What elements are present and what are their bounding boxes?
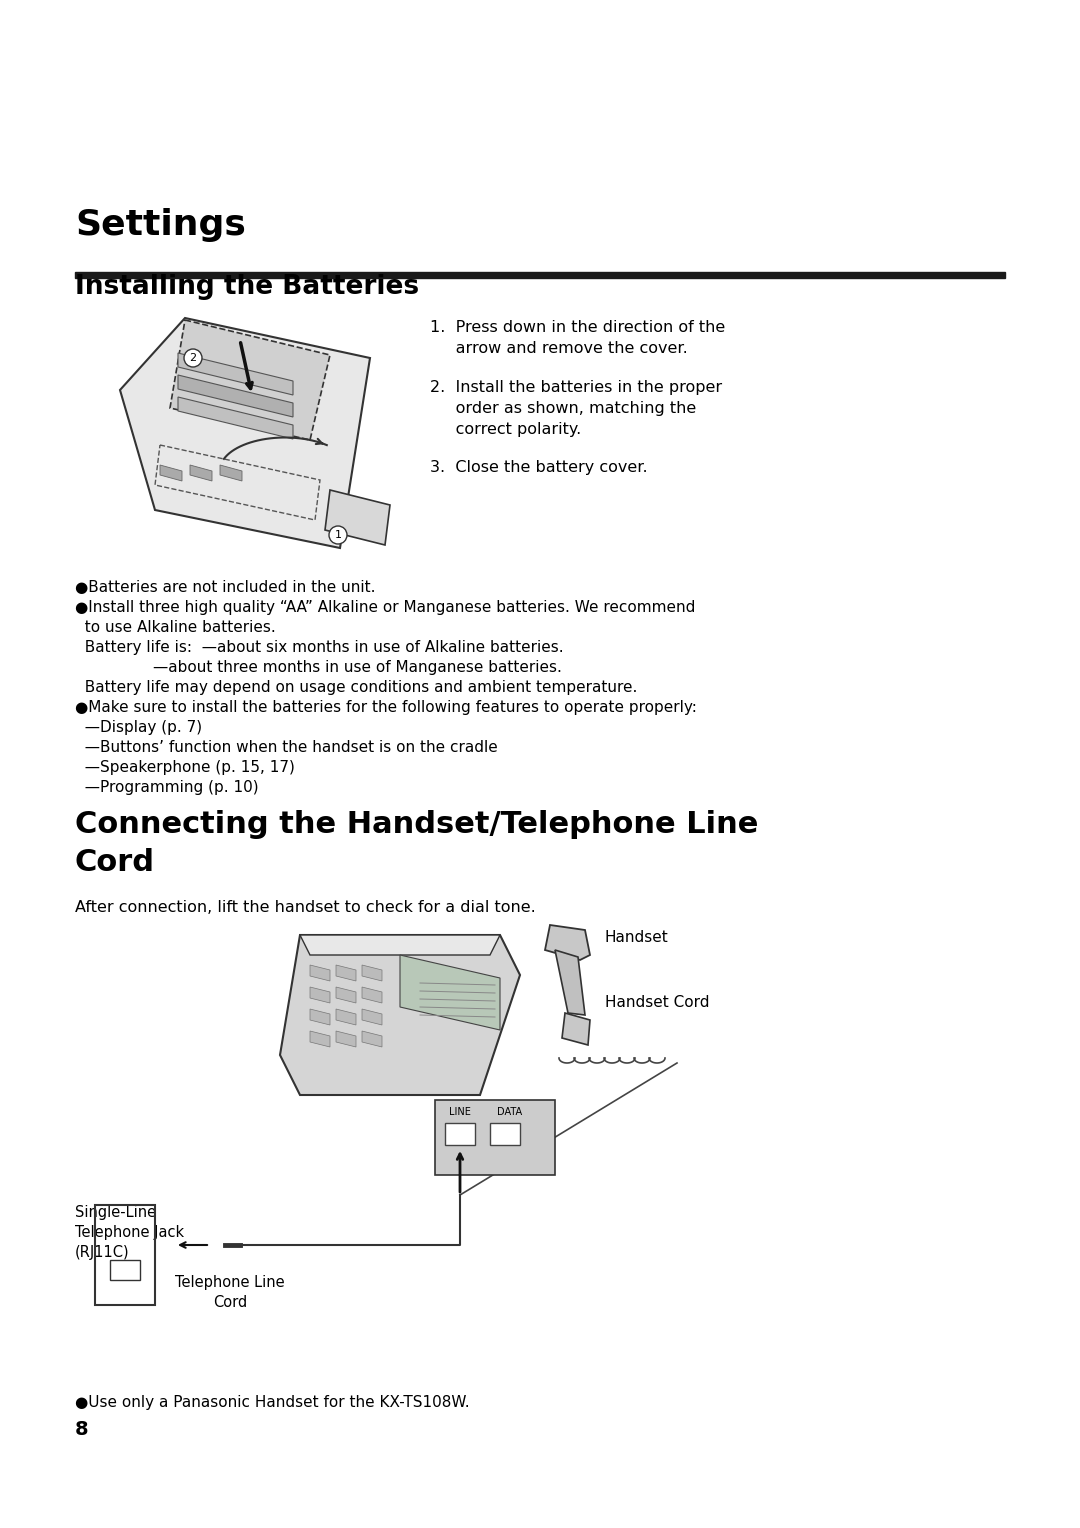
Bar [110,1261,140,1280]
Polygon shape [325,490,390,545]
Polygon shape [190,465,212,481]
Text: 1: 1 [335,530,341,539]
Polygon shape [300,935,500,955]
Polygon shape [555,950,585,1015]
Polygon shape [545,924,590,960]
Bar [490,1123,519,1144]
Text: Connecting the Handset/Telephone Line: Connecting the Handset/Telephone Line [75,810,758,839]
Polygon shape [362,966,382,981]
Bar [445,1123,475,1144]
Bar [435,1100,555,1175]
Text: to use Alkaline batteries.: to use Alkaline batteries. [75,620,275,636]
Polygon shape [120,318,370,549]
Polygon shape [336,1008,356,1025]
Text: Single-Line
Telephone Jack
(RJ11C): Single-Line Telephone Jack (RJ11C) [75,1206,184,1259]
Polygon shape [362,1008,382,1025]
Text: DATA: DATA [498,1106,523,1117]
Text: Cord: Cord [75,848,156,877]
Text: 3.  Close the battery cover.: 3. Close the battery cover. [430,460,648,475]
Polygon shape [362,987,382,1002]
Text: —Programming (p. 10): —Programming (p. 10) [75,779,258,795]
Polygon shape [400,955,500,1030]
Polygon shape [362,1031,382,1047]
Text: Battery life may depend on usage conditions and ambient temperature.: Battery life may depend on usage conditi… [75,680,637,695]
Polygon shape [336,987,356,1002]
Text: Telephone Line
Cord: Telephone Line Cord [175,1274,285,1309]
Polygon shape [310,966,330,981]
Polygon shape [178,353,293,396]
Circle shape [184,348,202,367]
Polygon shape [310,1031,330,1047]
Polygon shape [160,465,183,481]
Text: 2.  Install the batteries in the proper
     order as shown, matching the
     c: 2. Install the batteries in the proper o… [430,380,723,437]
Text: Battery life is:  —about six months in use of Alkaline batteries.: Battery life is: —about six months in us… [75,640,564,656]
Text: Handset Cord: Handset Cord [605,995,710,1010]
Bar [75,272,1005,278]
Text: —Buttons’ function when the handset is on the cradle: —Buttons’ function when the handset is o… [75,740,498,755]
Bar [95,1206,156,1305]
Polygon shape [336,1031,356,1047]
Text: —Display (p. 7): —Display (p. 7) [75,720,202,735]
Polygon shape [310,1008,330,1025]
Polygon shape [170,319,330,440]
Circle shape [329,526,347,544]
Text: Handset: Handset [605,931,669,944]
Text: LINE: LINE [449,1106,471,1117]
Polygon shape [220,465,242,481]
Text: After connection, lift the handset to check for a dial tone.: After connection, lift the handset to ch… [75,900,536,915]
Text: ●Batteries are not included in the unit.: ●Batteries are not included in the unit. [75,581,376,594]
Text: ●Make sure to install the batteries for the following features to operate proper: ●Make sure to install the batteries for … [75,700,697,715]
Polygon shape [178,397,293,439]
Text: 8: 8 [75,1420,89,1439]
Text: Installing the Batteries: Installing the Batteries [75,274,419,299]
Text: ●Use only a Panasonic Handset for the KX-TS108W.: ●Use only a Panasonic Handset for the KX… [75,1395,470,1410]
Polygon shape [336,966,356,981]
Polygon shape [562,1013,590,1045]
Text: —about three months in use of Manganese batteries.: —about three months in use of Manganese … [75,660,562,675]
Text: Settings: Settings [75,208,246,241]
Text: 2: 2 [189,353,197,364]
Text: 1.  Press down in the direction of the
     arrow and remove the cover.: 1. Press down in the direction of the ar… [430,319,726,356]
Polygon shape [280,935,519,1096]
Text: ●Install three high quality “AA” Alkaline or Manganese batteries. We recommend: ●Install three high quality “AA” Alkalin… [75,601,696,614]
Text: —Speakerphone (p. 15, 17): —Speakerphone (p. 15, 17) [75,759,295,775]
Polygon shape [178,374,293,417]
Polygon shape [310,987,330,1002]
